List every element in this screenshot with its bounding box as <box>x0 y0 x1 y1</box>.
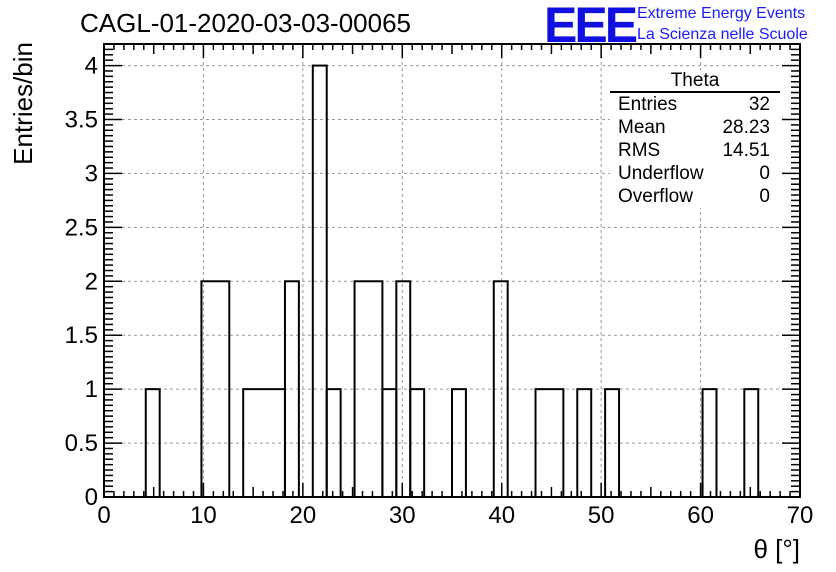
x-tick-label: 10 <box>190 502 217 529</box>
logo-caption: Extreme Energy Events La Scienza nelle S… <box>637 3 808 45</box>
stats-row-entries: Entries 32 <box>610 93 780 116</box>
stats-row-rms: RMS 14.51 <box>610 139 780 162</box>
stats-label: Entries <box>618 94 678 115</box>
x-tick-label: 40 <box>488 502 515 529</box>
y-tick-label: 3.5 <box>65 107 98 134</box>
stats-value: 0 <box>759 163 770 184</box>
eee-logo: EEE <box>544 0 638 53</box>
x-tick-label: 20 <box>290 502 317 529</box>
stats-label: Overflow <box>618 186 693 207</box>
stats-row-overflow: Overflow 0 <box>610 185 780 208</box>
stats-label: Underflow <box>618 163 704 184</box>
stats-value: 14.51 <box>722 140 770 161</box>
y-tick-label: 0.5 <box>65 430 98 457</box>
y-tick-label: 0 <box>85 484 98 511</box>
stats-value: 28.23 <box>722 117 770 138</box>
x-tick-label: 50 <box>588 502 615 529</box>
y-tick-label: 4 <box>85 53 98 80</box>
logo-caption-line1: Extreme Energy Events <box>637 5 806 22</box>
stats-row-mean: Mean 28.23 <box>610 116 780 139</box>
stats-value: 0 <box>759 186 770 207</box>
x-tick-label: 30 <box>389 502 416 529</box>
stats-box: Theta Entries 32 Mean 28.23 RMS 14.51 Un… <box>610 70 780 208</box>
x-tick-label: 70 <box>787 502 814 529</box>
stats-value: 32 <box>748 94 770 115</box>
logo-caption-line2: La Scienza nelle Scuole <box>637 26 808 43</box>
x-tick-label: 60 <box>687 502 714 529</box>
chart-title: CAGL-01-2020-03-03-00065 <box>80 8 411 38</box>
y-tick-label: 1.5 <box>65 322 98 349</box>
stats-label: Mean <box>618 117 666 138</box>
y-tick-label: 3 <box>85 160 98 187</box>
y-tick-label: 2.5 <box>65 214 98 241</box>
x-tick-label: 0 <box>97 502 110 529</box>
y-tick-label: 2 <box>85 268 98 295</box>
x-axis-label: θ [°] <box>753 534 800 564</box>
y-axis-label: Entries/bin <box>8 42 38 165</box>
stats-label: RMS <box>618 140 661 161</box>
y-tick-label: 1 <box>85 376 98 403</box>
stats-box-title: Theta <box>610 70 780 93</box>
stats-row-underflow: Underflow 0 <box>610 162 780 185</box>
